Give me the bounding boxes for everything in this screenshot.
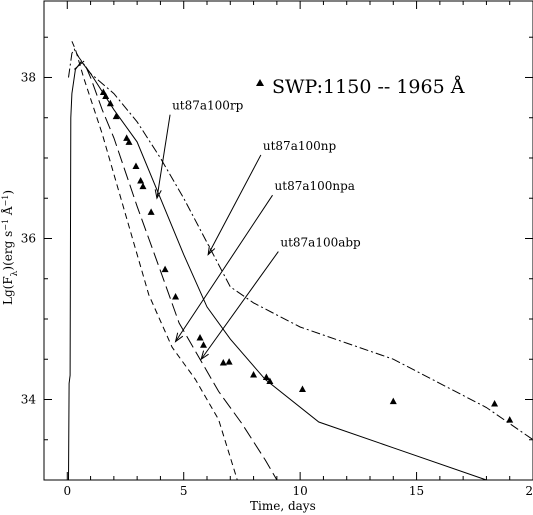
observed-point xyxy=(161,265,169,273)
observed-point xyxy=(102,92,110,99)
observed-point xyxy=(250,371,258,378)
observed-point xyxy=(225,358,233,365)
y-axis-title-mid: Å xyxy=(0,206,15,219)
annotation-label: ut87a100rp xyxy=(172,99,244,113)
x-tick-label: 10 xyxy=(293,484,308,498)
annotation-arrow-line xyxy=(175,194,273,342)
observed-point xyxy=(137,177,145,184)
y-axis-title-exp1: −1 xyxy=(1,219,10,231)
series-line-ut87a100npa xyxy=(73,60,278,481)
legend-label-text: SWP:1150 -- 1965 Å xyxy=(272,76,465,98)
annotation-arrow-head xyxy=(154,189,162,200)
series-lines xyxy=(68,41,533,481)
annotation-arrow-line xyxy=(207,154,262,255)
annotations: ut87a100rp ut87a100np ut87a100npa ut87a100a… xyxy=(154,99,361,361)
y-axis-title-end: ) xyxy=(1,190,15,195)
observed-point xyxy=(172,292,180,300)
observed-point xyxy=(123,134,131,141)
annotation-arrow-line xyxy=(156,114,171,199)
y-axis-title: Lg(Fλ)(erg s−1 Å−1) xyxy=(0,190,20,305)
annotation-arrow-line xyxy=(200,251,279,360)
observed-point xyxy=(112,112,120,120)
series-line-ut87a100rp xyxy=(68,60,487,481)
legend-label: SWP:1150 -- 1965 Å xyxy=(256,76,465,98)
annotation-arrow-head xyxy=(207,245,216,256)
y-axis-title-rest: )(erg s xyxy=(1,231,15,271)
observed-point xyxy=(506,416,514,423)
y-tick-label: 38 xyxy=(21,70,36,84)
x-tick-label: 0 xyxy=(63,484,71,498)
plot-frame xyxy=(43,0,533,481)
annotation-label: ut87a100abp xyxy=(280,236,361,250)
observed-point xyxy=(389,397,397,405)
annotation-label: ut87a100np xyxy=(263,139,337,153)
annotation-arrow-head xyxy=(174,332,184,343)
observed-point xyxy=(266,377,274,384)
series-line-ut87a100np xyxy=(68,48,533,441)
x-axis-title: Time, days xyxy=(250,499,316,513)
observed-point xyxy=(491,400,499,407)
observed-point xyxy=(99,88,107,95)
observed-point xyxy=(219,358,227,366)
observed-point xyxy=(132,162,140,170)
y-axis-title-exp2: −1 xyxy=(1,195,10,207)
observed-point xyxy=(125,138,133,145)
y-axis-title-main: Lg(F xyxy=(1,276,15,305)
observed-point xyxy=(139,182,147,190)
observed-point xyxy=(106,99,114,107)
x-tick-label: 5 xyxy=(180,484,188,498)
y-axis-title-sub: λ xyxy=(10,270,20,276)
x-tick-label: 20 xyxy=(525,484,533,498)
series-line-ut87a100abp xyxy=(71,41,238,481)
annotation-label: ut87a100npa xyxy=(275,179,355,193)
observed-point xyxy=(200,341,208,348)
y-tick-label: 34 xyxy=(21,392,37,406)
annotation-arrow-head xyxy=(200,350,209,361)
axis-ticks: 0 5 10 15 20 34 36 38 xyxy=(21,1,533,498)
legend-triangle-marker xyxy=(256,79,264,86)
observed-points xyxy=(99,88,514,423)
x-tick-label: 15 xyxy=(409,484,424,498)
y-tick-label: 36 xyxy=(21,231,36,245)
observed-point xyxy=(262,373,270,380)
observed-point xyxy=(298,385,306,393)
observed-point xyxy=(147,208,155,215)
observed-point xyxy=(196,334,204,341)
